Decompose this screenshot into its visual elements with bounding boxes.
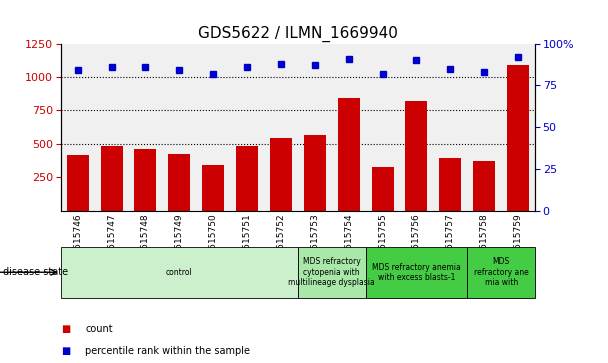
Text: ■: ■ xyxy=(61,324,70,334)
Bar xyxy=(473,161,496,211)
Text: ■: ■ xyxy=(61,346,70,356)
Bar xyxy=(337,98,360,211)
Text: count: count xyxy=(85,324,112,334)
Bar xyxy=(440,158,461,211)
Text: percentile rank within the sample: percentile rank within the sample xyxy=(85,346,250,356)
Bar xyxy=(298,247,365,298)
Text: control: control xyxy=(166,268,193,277)
Text: MDS refractory anemia
with excess blasts-1: MDS refractory anemia with excess blasts… xyxy=(372,262,461,282)
Bar xyxy=(270,138,292,211)
Text: disease state: disease state xyxy=(3,267,68,277)
Bar xyxy=(304,135,326,211)
Bar xyxy=(406,101,427,211)
Bar xyxy=(236,146,258,211)
Title: GDS5622 / ILMN_1669940: GDS5622 / ILMN_1669940 xyxy=(198,26,398,42)
Text: MDS
refractory ane
mia with: MDS refractory ane mia with xyxy=(474,257,528,287)
Bar xyxy=(67,155,89,211)
Bar xyxy=(468,247,535,298)
Bar xyxy=(168,154,190,211)
Bar xyxy=(371,167,393,211)
Bar xyxy=(507,65,529,211)
Bar xyxy=(365,247,468,298)
Text: MDS refractory
cytopenia with
multilineage dysplasia: MDS refractory cytopenia with multilinea… xyxy=(288,257,375,287)
Bar xyxy=(61,247,298,298)
Bar xyxy=(202,165,224,211)
Bar xyxy=(134,149,156,211)
Bar xyxy=(100,146,123,211)
